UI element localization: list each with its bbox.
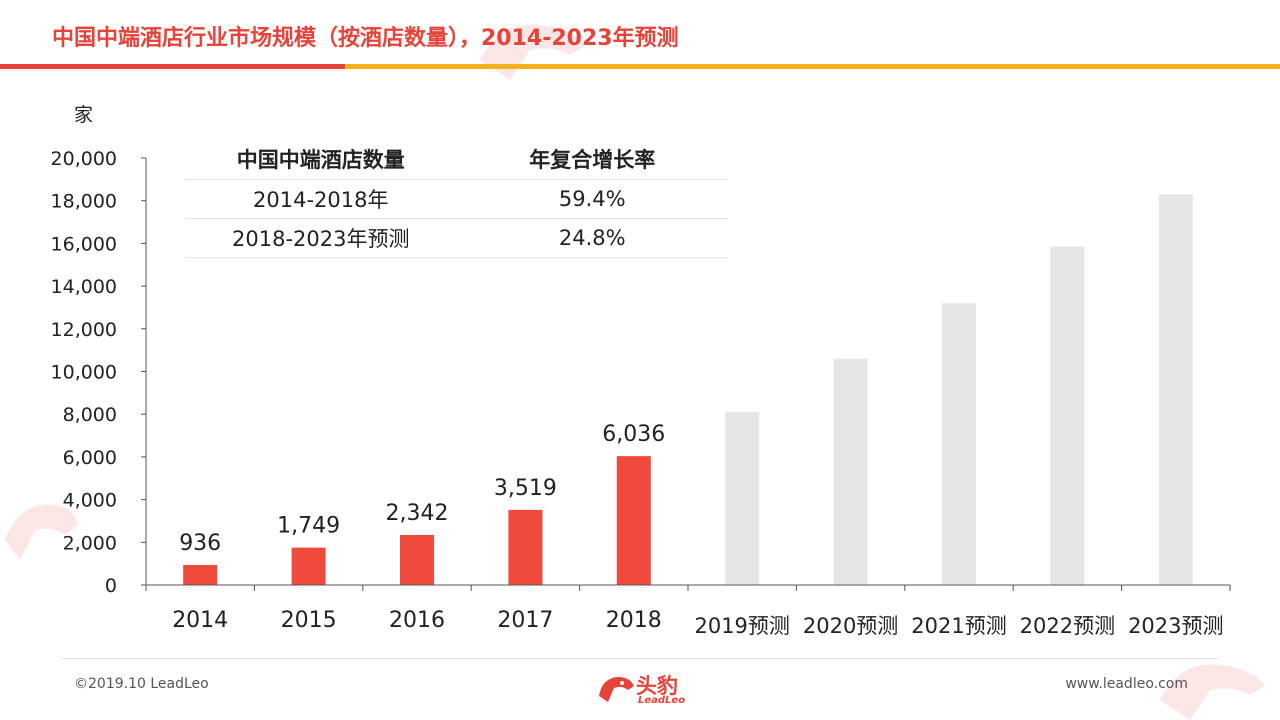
y-tick-label: 2,000 [63, 532, 117, 554]
y-axis-unit-label: 家 [74, 104, 93, 126]
bar [725, 412, 760, 585]
x-tick-label: 2021预测 [911, 614, 1006, 638]
y-tick-label: 8,000 [63, 404, 117, 426]
y-tick-label: 20,000 [51, 148, 117, 170]
bar [508, 509, 543, 585]
leopard-head-icon [599, 677, 634, 702]
data-label: 3,519 [494, 476, 557, 501]
y-tick-label: 16,000 [51, 233, 117, 255]
cagr-header-segment: 中国中端酒店数量 [185, 140, 457, 180]
cagr-header-rate: 年复合增长率 [456, 140, 728, 180]
title-underline-yellow [345, 64, 1280, 69]
x-tick-label: 2022预测 [1020, 614, 1115, 638]
bar [400, 534, 434, 585]
y-tick-label: 0 [105, 575, 117, 597]
page-title: 中国中端酒店行业市场规模（按酒店数量），2014-2023年预测 [52, 26, 679, 51]
cagr-table: 中国中端酒店数量 年复合增长率 2014-2018年 59.4% 2018-20… [185, 140, 728, 258]
footer-copyright: ©2019.10 LeadLeo [74, 676, 209, 692]
cagr-rate: 24.8% [456, 218, 728, 258]
x-tick-label: 2017 [497, 608, 553, 633]
bar [183, 565, 218, 585]
x-tick-label: 2015 [281, 608, 337, 633]
bar [291, 547, 326, 585]
y-tick-label: 4,000 [63, 490, 117, 512]
cagr-period: 2014-2018年 [185, 179, 457, 219]
bar [833, 358, 868, 585]
logo-text-en: LeadLeo [638, 695, 686, 706]
y-tick-label: 18,000 [51, 191, 117, 213]
x-tick-label: 2018 [606, 608, 662, 633]
title-underline-red [0, 64, 345, 69]
data-label: 1,749 [277, 514, 340, 539]
data-label: 2,342 [386, 501, 449, 526]
y-tick-label: 12,000 [51, 319, 117, 341]
footer-divider [62, 658, 1218, 659]
x-tick-label: 2019预测 [694, 614, 789, 638]
table-row: 2014-2018年 59.4% [185, 179, 728, 219]
data-label: 936 [179, 531, 221, 556]
bar [616, 456, 651, 585]
data-label: 6,036 [602, 422, 665, 447]
bar [1050, 246, 1085, 586]
x-tick-label: 2020预测 [803, 614, 898, 638]
table-row: 2018-2023年预测 24.8% [185, 218, 728, 258]
y-tick-label: 6,000 [63, 447, 117, 469]
y-tick-label: 14,000 [51, 276, 117, 298]
cagr-rate: 59.4% [456, 179, 728, 219]
bar [1158, 194, 1193, 586]
cagr-table-header-row: 中国中端酒店数量 年复合增长率 [185, 140, 728, 180]
x-tick-label: 2014 [172, 608, 228, 633]
x-tick-label: 2023预测 [1128, 614, 1223, 638]
bar [942, 303, 976, 585]
footer-website[interactable]: www.leadleo.com [1065, 676, 1188, 692]
x-tick-label: 2016 [389, 608, 445, 633]
y-tick-label: 10,000 [51, 362, 117, 384]
leadleo-logo: 头豹 LeadLeo [596, 668, 696, 708]
cagr-period: 2018-2023年预测 [185, 218, 457, 258]
logo-text-cn: 头豹 [636, 674, 678, 698]
